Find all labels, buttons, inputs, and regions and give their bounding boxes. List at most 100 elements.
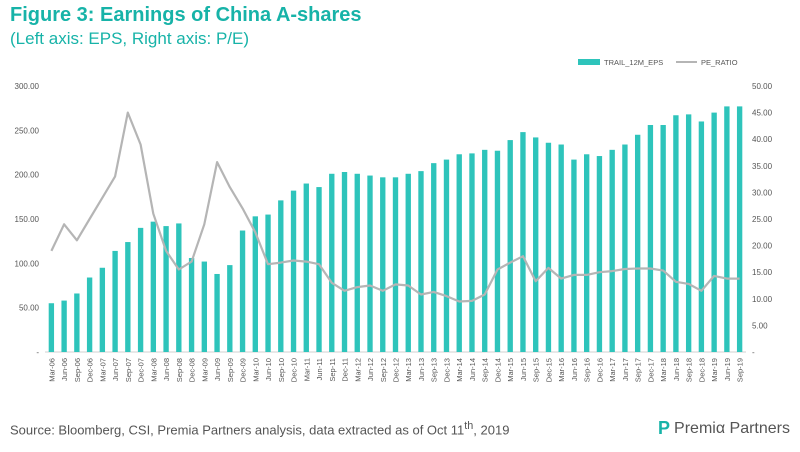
eps-bar <box>239 230 246 352</box>
eps-bar <box>520 132 526 352</box>
x-axis-tick-label: Mar-19 <box>710 358 719 382</box>
x-axis-tick-label: Mar-11 <box>302 358 311 381</box>
eps-bar <box>456 154 462 352</box>
eps-bar <box>724 106 730 352</box>
left-axis-tick-label: 250.00 <box>15 126 40 135</box>
right-axis-tick-label: 50.00 <box>752 82 773 91</box>
source-superscript: th <box>464 420 474 432</box>
eps-bar <box>86 277 93 352</box>
source-note: Source: Bloomberg, CSI, Premia Partners … <box>10 420 509 437</box>
x-axis-tick-label: Mar-08 <box>149 358 158 382</box>
right-axis-tick-label: 30.00 <box>752 188 773 197</box>
eps-bar <box>99 267 106 352</box>
eps-bar <box>214 273 220 352</box>
eps-bar <box>558 144 564 352</box>
x-axis-tick-label: Mar-18 <box>659 358 668 382</box>
legend-eps-label: TRAIL_12M_EPS <box>604 58 663 67</box>
x-axis-tick-label: Jun-13 <box>417 358 426 381</box>
source-date: , 2019 <box>473 422 510 438</box>
x-axis-tick-label: Dec-10 <box>290 358 299 382</box>
source-text: Source: Bloomberg, CSI, Premia Partners … <box>10 422 465 438</box>
eps-bar <box>150 221 157 352</box>
chart-title: Figure 3: Earnings of China A-shares <box>10 4 362 26</box>
x-axis-tick-label: Sep-07 <box>124 358 133 382</box>
x-axis-tick-label: Dec-07 <box>137 358 146 382</box>
x-axis-tick-label: Sep-19 <box>736 358 745 382</box>
eps-bar <box>303 183 309 352</box>
eps-bar <box>278 200 284 352</box>
x-axis-tick-label: Dec-11 <box>341 358 350 382</box>
eps-bar <box>533 137 539 352</box>
eps-bar <box>227 265 233 352</box>
x-axis-tick-label: Mar-06 <box>47 358 56 382</box>
x-axis-tick-label: Jun-15 <box>519 358 528 381</box>
x-axis-tick-label: Jun-08 <box>162 358 171 381</box>
x-axis-tick-label: Sep-08 <box>175 358 184 382</box>
right-axis-tick-label: 40.00 <box>752 135 773 144</box>
left-axis-tick-label: 300.00 <box>15 82 40 91</box>
x-axis-tick-label: Sep-14 <box>481 358 490 382</box>
pe-ratio-line <box>50 111 740 303</box>
eps-bar <box>545 142 552 352</box>
x-axis-tick-label: Sep-10 <box>277 358 286 382</box>
x-axis-tick-label: Mar-14 <box>455 358 464 382</box>
x-axis-tick-label: Sep-06 <box>73 358 82 382</box>
eps-bar <box>316 187 322 352</box>
x-axis-tick-label: Jun-06 <box>60 358 69 381</box>
eps-bar <box>252 216 258 352</box>
x-axis-tick-label: Sep-12 <box>379 358 388 382</box>
x-axis-tick-label: Mar-15 <box>506 358 515 382</box>
eps-bar <box>201 261 207 352</box>
eps-bar <box>711 112 717 352</box>
eps-bar <box>367 175 373 352</box>
x-axis-tick-label: Dec-16 <box>595 358 604 382</box>
legend-pe-label: PE_RATIO <box>701 58 738 67</box>
eps-bar <box>329 173 335 352</box>
x-axis-tick-label: Sep-09 <box>226 358 235 382</box>
eps-bar <box>176 223 182 352</box>
eps-bar <box>125 242 131 352</box>
eps-bar <box>609 149 615 352</box>
x-axis-tick-label: Jun-19 <box>723 358 732 381</box>
eps-pe-chart: - 50.00 100.00 150.00 200.00 250.00 300.00 - 5.0… <box>15 58 773 382</box>
eps-bar <box>74 293 80 352</box>
eps-bar <box>660 125 666 352</box>
premia-logo-name: Premiα Partners <box>674 419 790 437</box>
x-axis-tick-label: Mar-13 <box>404 358 413 382</box>
x-axis-tick-label: Mar-07 <box>98 358 107 382</box>
eps-bar <box>341 172 348 352</box>
x-axis-tick-label: Dec-15 <box>544 358 553 382</box>
x-axis-tick-label: Sep-13 <box>430 358 439 382</box>
eps-bar <box>443 159 450 352</box>
x-axis-tick-label: Sep-15 <box>532 358 541 382</box>
eps-bar <box>673 115 679 352</box>
x-axis-tick-label: Dec-08 <box>188 358 197 382</box>
x-axis-tick-label: Jun-11 <box>315 358 324 380</box>
right-axis-tick-label: 20.00 <box>752 242 773 251</box>
x-axis-tick-label: Jun-14 <box>468 358 477 381</box>
eps-bar <box>736 106 743 352</box>
x-axis-tick-label: Mar-10 <box>251 358 260 382</box>
eps-bar <box>48 303 55 352</box>
eps-bar <box>188 258 195 352</box>
x-axis-tick-label: Jun-18 <box>672 358 681 381</box>
x-axis-tick-label: Jun-16 <box>570 358 579 381</box>
x-axis-tick-label: Dec-12 <box>392 358 401 382</box>
eps-bar <box>405 173 411 352</box>
x-axis-tick-label: Jun-07 <box>111 358 120 381</box>
eps-bar <box>698 121 705 352</box>
eps-bar <box>469 153 475 352</box>
x-axis-tick-label: Dec-17 <box>646 358 655 382</box>
left-axis-tick-label: 150.00 <box>15 215 40 224</box>
x-axis-tick-label: Dec-06 <box>86 358 95 382</box>
eps-bar <box>507 140 513 352</box>
x-axis-tick-label: Mar-17 <box>608 358 617 382</box>
x-axis-tick-label: Sep-18 <box>685 358 694 382</box>
eps-bar <box>431 163 437 352</box>
eps-bar <box>137 227 144 352</box>
x-axis-tick-label: Jun-12 <box>366 358 375 381</box>
eps-bar <box>482 149 488 352</box>
eps-bar <box>634 134 641 352</box>
eps-bar <box>685 114 692 352</box>
eps-bar <box>392 177 399 352</box>
